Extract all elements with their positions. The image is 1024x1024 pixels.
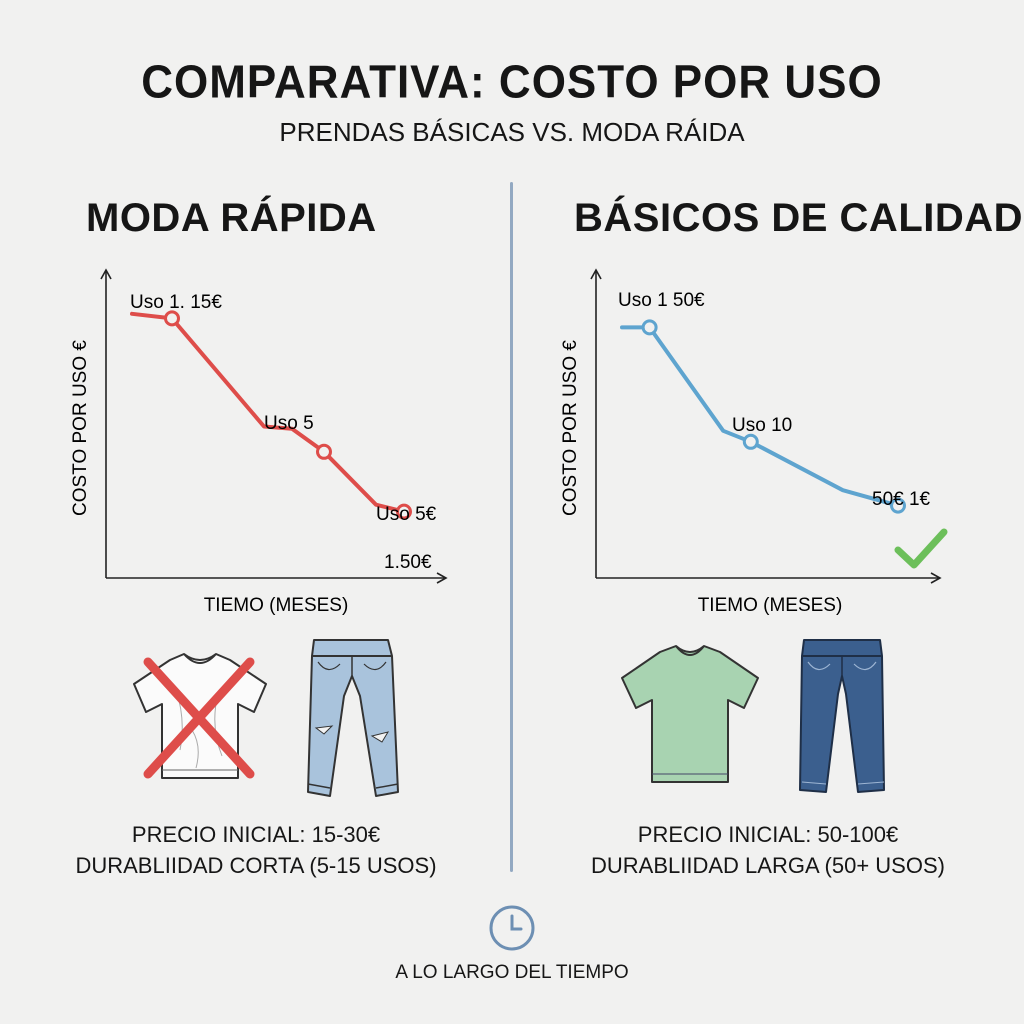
- x-axis-label: TIEMO (MESES): [204, 595, 349, 616]
- data-point: [316, 443, 332, 460]
- ripped-jeans-icon: [307, 639, 399, 797]
- data-label: 50€ 1€: [872, 489, 931, 510]
- y-axis-arrow: [590, 268, 602, 280]
- quality-basics-title: BÁSICOS DE CALIDAD: [574, 196, 1024, 240]
- white-tshirt-icon: [133, 653, 267, 779]
- x-axis-arrow: [436, 572, 448, 584]
- chart-axes: [100, 268, 448, 584]
- fast-price-line: PRECIO INICIAL: 15-30€: [131, 822, 381, 847]
- data-label: Uso 1. 15€: [130, 292, 222, 313]
- fast-fashion-panel: MODA RÁPIDA TIEMO (MESES) COSTO POR USO €…: [70, 196, 448, 878]
- data-label: Uso 10: [732, 415, 792, 436]
- clock-icon: [488, 904, 536, 952]
- data-point: [396, 503, 412, 520]
- quality-basics-panel: BÁSICOS DE CALIDAD TIEMO (MESES) COSTO PO…: [512, 0, 1024, 1024]
- page-title: COMPARATIVA: COSTO POR USO: [141, 56, 883, 109]
- quality-price-line: PRECIO INICIAL: 50-100€: [637, 822, 899, 847]
- data-label: 1.50€: [384, 552, 432, 573]
- y-axis-arrow: [100, 268, 112, 280]
- quality-basics-chart: TIEMO (MESES) COSTO POR USO € Uso 1 50€ Uso…: [560, 268, 948, 616]
- dark-jeans-icon: [799, 639, 885, 793]
- chart-axes: [590, 268, 942, 584]
- x-axis-label: TIEMO (MESES): [698, 595, 843, 616]
- y-axis-label: COSTO POR USO €: [70, 340, 91, 516]
- fast-fashion-title: MODA RÁPIDA: [86, 196, 377, 240]
- center-divider: [510, 182, 513, 872]
- data-point: [164, 310, 180, 327]
- fast-durability-line: DURABLIIDAD CORTA (5-15 USOS): [75, 853, 437, 878]
- data-point: [890, 497, 906, 514]
- data-label: Uso 5€: [376, 504, 437, 525]
- fast-fashion-chart: TIEMO (MESES) COSTO POR USO € Uso 1. 15€ Us…: [70, 268, 448, 616]
- x-axis-arrow: [930, 572, 942, 584]
- data-point: [641, 319, 658, 336]
- green-tshirt-icon: [621, 645, 759, 783]
- quality-durability-line: DURABLIIDAD LARGA (50+ USOS): [591, 853, 945, 878]
- data-label: Uso 5: [264, 413, 314, 434]
- check-mark-icon: [894, 528, 948, 569]
- page-subtitle: PRENDAS BÁSICAS VS. MODA RÁIDA: [279, 117, 745, 147]
- data-point: [742, 433, 759, 450]
- y-axis-label: COSTO POR USO €: [560, 340, 581, 516]
- x-mark-icon: [143, 657, 255, 779]
- footer-caption: A LO LARGO DEL TIEMPO: [395, 962, 629, 983]
- data-label: Uso 1 50€: [618, 290, 705, 311]
